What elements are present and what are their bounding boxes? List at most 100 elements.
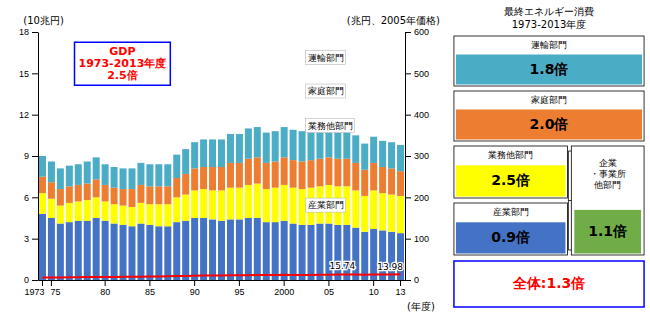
summary-swatch — [456, 110, 642, 140]
bar — [245, 159, 252, 185]
tick-label: 100 — [414, 234, 429, 244]
x-axis: 197375808590952000051013 — [24, 280, 405, 297]
series-label-frame — [306, 84, 346, 98]
bar — [66, 222, 73, 280]
bar — [146, 225, 153, 280]
bar — [48, 199, 55, 218]
annotation: 13.98 — [377, 262, 403, 272]
bar — [343, 225, 350, 280]
bar — [137, 163, 144, 185]
bar — [388, 232, 395, 280]
bar — [137, 185, 144, 203]
bar — [245, 185, 252, 218]
bar — [164, 164, 171, 186]
tick: 80 — [100, 280, 110, 297]
bar — [245, 128, 252, 158]
bar — [227, 163, 234, 188]
bar — [263, 222, 270, 280]
bar — [137, 203, 144, 224]
series-label: 産業部門 — [308, 200, 344, 210]
series-label: 家庭部門 — [308, 86, 344, 96]
bar — [102, 201, 109, 220]
annotation-box: GDP1973-2013年度2.5倍 — [75, 42, 171, 85]
tick-mark — [405, 197, 411, 198]
bar — [200, 139, 207, 167]
tick-mark — [405, 73, 411, 74]
bar — [254, 218, 261, 280]
series-label-frame — [306, 51, 346, 65]
bar — [263, 163, 270, 189]
bar — [120, 189, 127, 206]
summary-frame — [454, 91, 644, 141]
bar — [48, 182, 55, 199]
bar — [164, 186, 171, 204]
bar — [164, 204, 171, 226]
series-label-box: 家庭部門 — [306, 84, 346, 98]
annotation-frame — [75, 42, 171, 85]
bar — [111, 167, 118, 188]
summary-bracket — [568, 151, 571, 250]
bar — [182, 149, 189, 174]
summary-label: 企業・事業所他部門 — [590, 158, 626, 190]
bar — [281, 221, 288, 280]
bar — [84, 184, 91, 201]
bar — [397, 233, 404, 280]
bar — [352, 135, 359, 163]
bar — [191, 190, 198, 218]
tick-mark — [373, 280, 374, 286]
bracket-line — [568, 250, 571, 251]
tick-label: 300 — [414, 151, 429, 161]
tick-mark — [405, 115, 411, 116]
bar — [146, 164, 153, 186]
bar — [75, 221, 82, 280]
bar — [164, 226, 171, 280]
tick: 500 — [405, 69, 429, 79]
bar — [75, 201, 82, 220]
bar — [57, 206, 64, 224]
tick-mark — [328, 280, 329, 286]
bar — [155, 186, 162, 204]
summary-label: 業務他部門 — [488, 150, 533, 160]
bar — [361, 196, 368, 232]
bar — [316, 128, 323, 158]
summary-frame — [571, 146, 644, 255]
tick: 3 — [24, 234, 38, 244]
summary-value: 0.9倍 — [491, 229, 530, 245]
bar — [128, 168, 135, 189]
tick: 600 — [405, 27, 429, 37]
bar — [93, 197, 100, 218]
tick-mark — [405, 239, 411, 240]
bar — [84, 221, 91, 280]
tick-label: 13 — [396, 287, 406, 297]
summary-title-line: 最終エネルギー消費 — [504, 6, 594, 17]
bar — [254, 157, 261, 183]
bar — [281, 185, 288, 221]
bar — [397, 171, 404, 196]
bar — [370, 229, 377, 280]
tick: 18 — [19, 27, 38, 37]
bar — [48, 162, 55, 183]
bar — [102, 221, 109, 280]
bar — [236, 163, 243, 188]
tick-mark — [105, 280, 106, 286]
summary-label: 運輸部門 — [531, 40, 567, 50]
bar — [397, 145, 404, 171]
bar — [236, 188, 243, 220]
bar — [397, 196, 404, 233]
bar — [379, 193, 386, 230]
bar — [218, 167, 225, 190]
bar — [191, 142, 198, 168]
bar — [182, 195, 189, 221]
chart: 1973758085909520000510130369121518010020… — [0, 0, 650, 317]
bar — [200, 167, 207, 189]
bar — [325, 224, 332, 280]
bar — [343, 130, 350, 159]
summary-label: 家庭部門 — [531, 95, 567, 105]
summary-label-line: 他部門 — [594, 180, 621, 190]
tick-mark — [405, 156, 411, 157]
bar — [128, 207, 135, 226]
bar — [120, 206, 127, 225]
bar — [370, 163, 377, 191]
tick-mark — [405, 280, 411, 281]
summary-value: 2.5倍 — [491, 172, 530, 188]
